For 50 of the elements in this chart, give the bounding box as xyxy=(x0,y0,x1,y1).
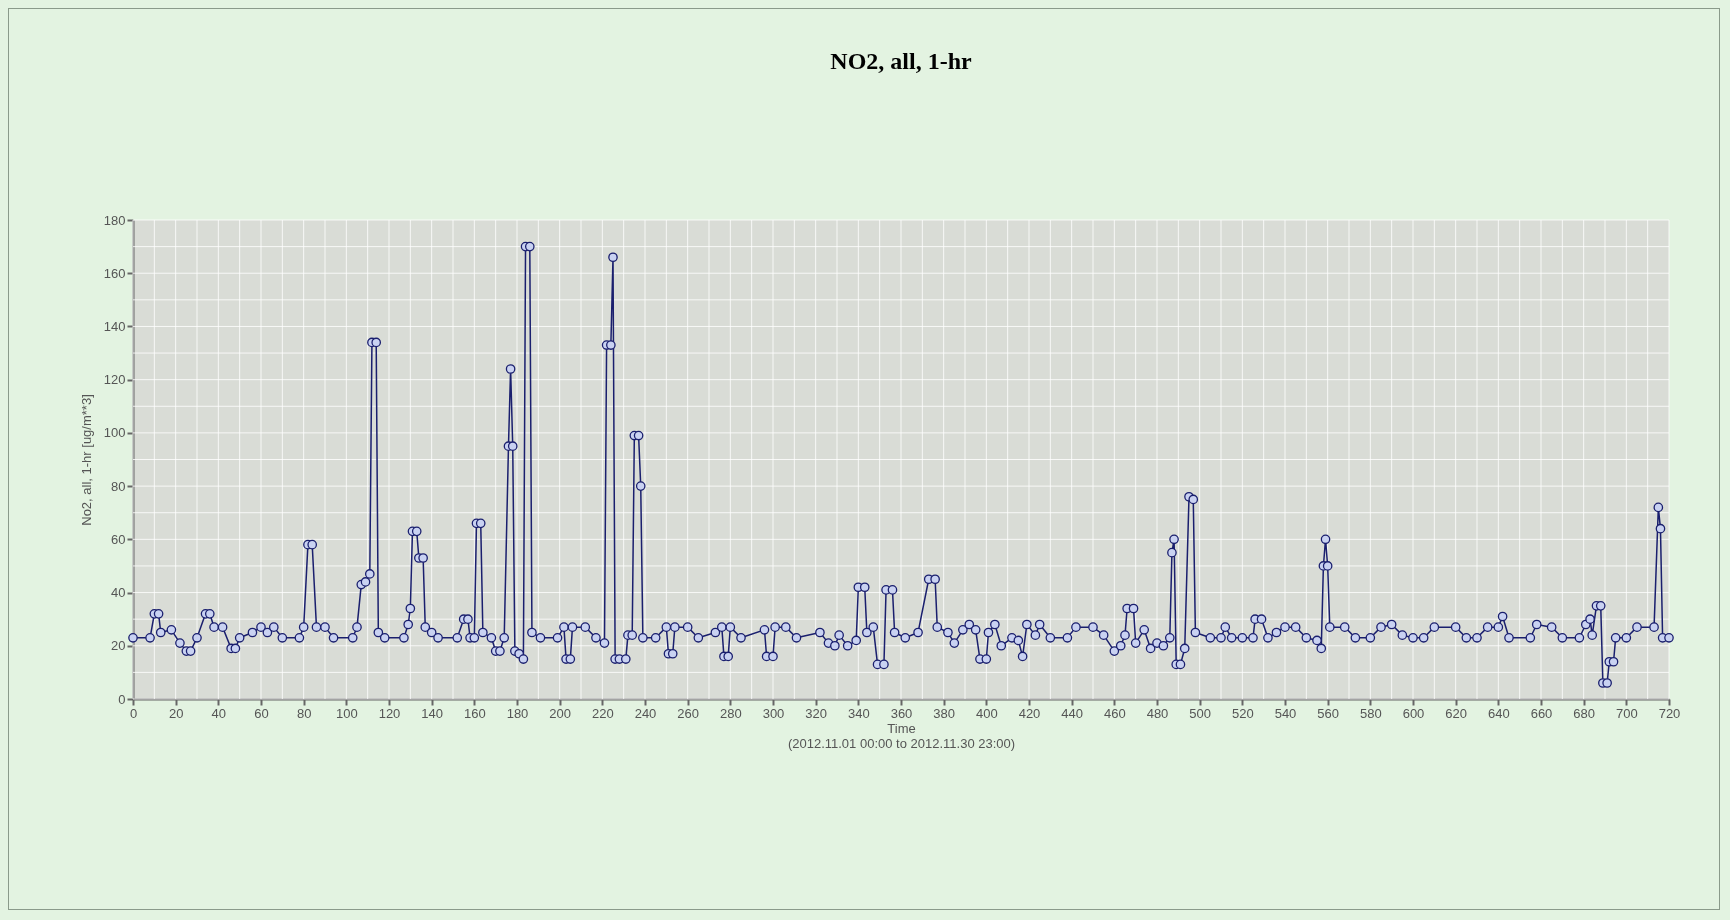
x-tick-label: 20 xyxy=(168,705,184,721)
x-tick-label: 180 xyxy=(506,705,529,721)
x-tick-label: 600 xyxy=(1402,705,1425,721)
y-tick-label: 100 xyxy=(103,425,126,441)
x-tick-label: 320 xyxy=(805,705,828,721)
x-tick-label: 340 xyxy=(847,705,870,721)
x-tick-label: 120 xyxy=(378,705,401,721)
x-tick-label: 520 xyxy=(1231,705,1254,721)
x-tick-label: 700 xyxy=(1615,705,1638,721)
x-tick-label: 500 xyxy=(1189,705,1212,721)
y-tick-label: 80 xyxy=(111,478,126,494)
x-tick-label: 260 xyxy=(677,705,700,721)
x-tick-label: 460 xyxy=(1103,705,1126,721)
y-tick-label: 180 xyxy=(103,212,126,228)
x-tick-label: 40 xyxy=(211,705,227,721)
x-tick-label: 580 xyxy=(1359,705,1382,721)
y-tick-label: 60 xyxy=(111,531,126,547)
x-tick-label: 680 xyxy=(1573,705,1596,721)
y-tick-label: 20 xyxy=(111,638,126,654)
x-tick-label: 300 xyxy=(762,705,785,721)
x-tick-label: 100 xyxy=(335,705,358,721)
x-tick-label: 620 xyxy=(1445,705,1468,721)
x-tick-label: 400 xyxy=(975,705,998,721)
x-tick-label: 60 xyxy=(254,705,269,721)
x-tick-label: 160 xyxy=(463,705,486,721)
x-tick-label: 560 xyxy=(1317,705,1340,721)
x-tick-label: 480 xyxy=(1146,705,1169,721)
y-tick-label: 160 xyxy=(103,265,126,281)
x-tick-label: 220 xyxy=(591,705,614,721)
y-axis-title: No2, all, 1-hr [ug/m**3] xyxy=(78,394,94,526)
x-tick-label: 420 xyxy=(1018,705,1041,721)
x-tick-label: 80 xyxy=(296,705,312,721)
y-tick-label: 40 xyxy=(111,585,126,601)
x-tick-label: 440 xyxy=(1061,705,1084,721)
x-tick-label: 540 xyxy=(1274,705,1297,721)
chart-title: NO2, all, 1-hr xyxy=(830,48,973,74)
x-tick-label: 140 xyxy=(421,705,444,721)
x-axis-title: Time (2012.11.01 00:00 to 2012.11.30 23:00) xyxy=(787,720,1016,751)
y-tick-label: 0 xyxy=(118,691,126,707)
x-tick-label: 720 xyxy=(1658,705,1681,721)
y-tick-label: 120 xyxy=(103,372,126,388)
x-tick-label: 200 xyxy=(549,705,572,721)
x-tick-label: 640 xyxy=(1487,705,1510,721)
x-tick-label: 0 xyxy=(129,705,138,721)
x-tick-label: 380 xyxy=(933,705,956,721)
x-tick-label: 280 xyxy=(719,705,742,721)
x-tick-label: 240 xyxy=(634,705,657,721)
y-tick-label: 140 xyxy=(103,318,126,334)
x-tick-label: 360 xyxy=(890,705,913,721)
x-tick-label: 660 xyxy=(1530,705,1553,721)
